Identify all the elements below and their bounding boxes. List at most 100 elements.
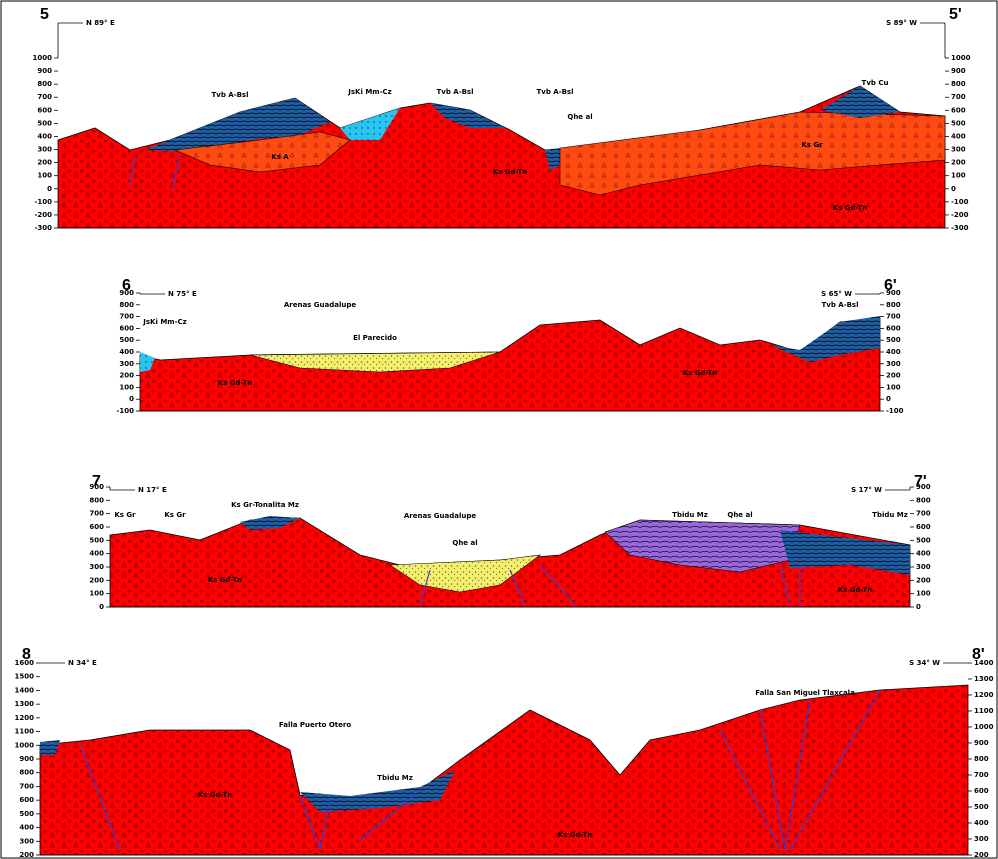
elevation-label: 500	[37, 119, 52, 127]
elevation-label: 300	[89, 563, 104, 571]
elevation-label: 400	[89, 550, 104, 558]
elevation-label: 600	[119, 324, 134, 332]
unit-label: Ks Gr	[801, 141, 823, 149]
elevation-label: 900	[89, 483, 104, 491]
elevation-label: 600	[916, 523, 931, 531]
elevation-label: 1500	[15, 673, 35, 681]
elevation-label: 300	[886, 360, 901, 368]
section-7	[110, 516, 910, 607]
elevation-label: 500	[89, 536, 104, 544]
elevation-label: 500	[19, 810, 34, 818]
unit-label: JsKi Mm-Cz	[347, 88, 391, 96]
unit-label: Tvb Cu	[862, 79, 889, 87]
unit-label: Ks Gd-Tn	[558, 831, 592, 839]
bearing-end: S 89° W	[886, 19, 917, 27]
unit-label: Ks A	[271, 153, 289, 161]
unit-label: Tvb A-Bsl	[211, 91, 248, 99]
unit-label: El Parecido	[353, 334, 397, 342]
elevation-label: 600	[19, 796, 34, 804]
elevation-label: 1600	[15, 659, 35, 667]
elevation-label: 200	[119, 372, 134, 380]
elevation-label: 100	[916, 590, 931, 598]
unit-label: Falla San Miguel Tlaxcala	[755, 689, 855, 697]
elevation-label: 700	[886, 313, 901, 321]
elevation-label: 700	[89, 510, 104, 518]
elevation-label: 1000	[33, 54, 53, 62]
elevation-label: 500	[974, 803, 989, 811]
section-5	[58, 86, 945, 228]
elevation-label: 100	[119, 383, 134, 391]
elevation-label: 1200	[974, 691, 994, 699]
elevation-label: 1400	[974, 659, 994, 667]
section-6	[140, 316, 880, 411]
elevation-label: 400	[37, 132, 52, 140]
unit-label: Tvb A-Bsl	[436, 88, 473, 96]
unit-label: Tvb A-Bsl	[821, 301, 858, 309]
elevation-label: 200	[89, 576, 104, 584]
elevation-label: 1100	[15, 728, 35, 736]
elevation-label: 900	[951, 67, 966, 75]
elevation-label: 200	[37, 159, 52, 167]
elevation-label: 400	[951, 132, 966, 140]
elevation-label: 100	[37, 172, 52, 180]
elevation-label: 800	[886, 301, 901, 309]
elevation-label: 300	[19, 837, 34, 845]
elevation-label: 1400	[15, 686, 35, 694]
elevation-label: -300	[34, 224, 52, 232]
elevation-label: 800	[37, 80, 52, 88]
elevation-label: 1000	[974, 723, 994, 731]
bearing-end: S 34° W	[909, 659, 940, 667]
unit-label: Arenas Guadalupe	[284, 301, 357, 309]
figure: 55'N 89° ES 89° W10009008007006005004003…	[0, 0, 998, 859]
elevation-label: 800	[916, 496, 931, 504]
elevation-label: 600	[886, 324, 901, 332]
elevation-label: 900	[37, 67, 52, 75]
bearing-start: N 89° E	[86, 19, 115, 27]
bearing-start: N 75° E	[168, 290, 197, 298]
elevation-label: 500	[951, 119, 966, 127]
elevation-label: 700	[951, 93, 966, 101]
unit-label: Ks Gr	[114, 511, 136, 519]
elevation-label: 1100	[974, 707, 994, 715]
bearing-end: S 17° W	[851, 486, 882, 494]
elevation-label: 400	[886, 348, 901, 356]
elevation-label: 300	[951, 146, 966, 154]
elevation-label: 700	[916, 510, 931, 518]
elevation-label: 200	[916, 576, 931, 584]
elevation-label: 100	[886, 383, 901, 391]
elevation-label: 800	[19, 769, 34, 777]
unit-label: JsKi Mm-Cz	[142, 318, 186, 326]
bearing-end: S 65° W	[821, 290, 852, 298]
unit-label: Arenas Guadalupe	[404, 512, 477, 520]
unit-label: Qhe al	[727, 511, 752, 519]
elevation-label: 600	[974, 787, 989, 795]
elevation-label: 400	[19, 824, 34, 832]
elevation-label: 600	[89, 523, 104, 531]
elevation-label: 1300	[15, 700, 35, 708]
elevation-label: 0	[99, 603, 104, 611]
unit-label: Ks Gr	[164, 511, 186, 519]
elevation-label: 1200	[15, 714, 35, 722]
elevation-label: 800	[951, 80, 966, 88]
elevation-label: 600	[951, 106, 966, 114]
elevation-label: 400	[974, 819, 989, 827]
elevation-label: 900	[19, 755, 34, 763]
unit-label: Tbidu Mz	[872, 511, 908, 519]
elevation-label: 1300	[974, 675, 994, 683]
unit-label: Qhe al	[452, 539, 477, 547]
elevation-label: 300	[37, 146, 52, 154]
elevation-label: 700	[974, 771, 989, 779]
elevation-label: 900	[886, 289, 901, 297]
elevation-label: 400	[119, 348, 134, 356]
elevation-label: 200	[951, 159, 966, 167]
elevation-label: 600	[37, 106, 52, 114]
unit-label: Ks Gd-Tn	[198, 791, 232, 799]
bearing-start: N 34° E	[68, 659, 97, 667]
elevation-label: 900	[916, 483, 931, 491]
elevation-label: 0	[886, 395, 891, 403]
elevation-label: 700	[37, 93, 52, 101]
elevation-label: 0	[951, 185, 956, 193]
section-start: 5	[40, 6, 49, 23]
elevation-label: 200	[974, 851, 989, 859]
unit-label: Ks Gd-Tn	[208, 576, 242, 584]
